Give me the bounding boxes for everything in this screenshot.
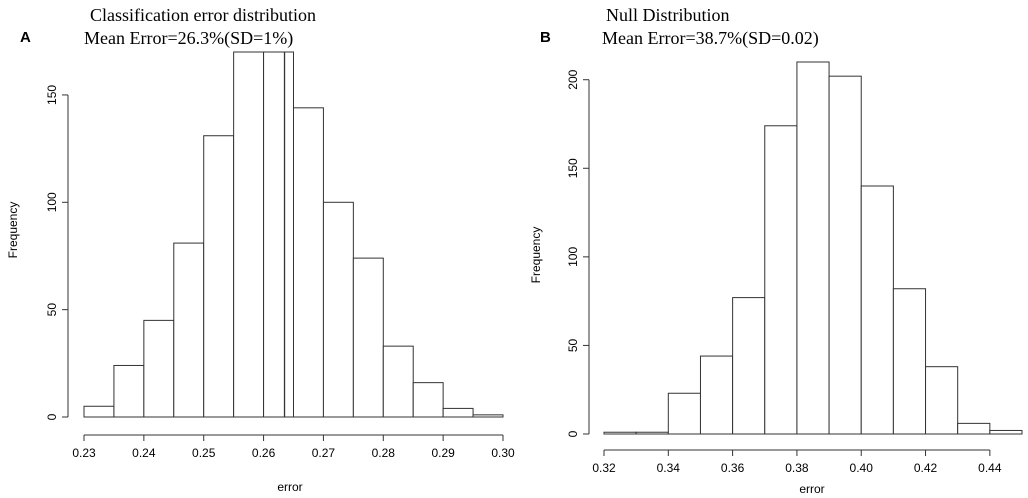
x-tick-label: 0.23 — [72, 446, 96, 460]
chart-b-title: Null Distribution — [606, 5, 730, 25]
y-tick-label: 0 — [566, 430, 580, 437]
chart-a-y-axis: 0 50 100 150 — [45, 85, 69, 420]
histogram-bar — [732, 297, 766, 435]
x-tick-label: 0.40 — [850, 461, 874, 475]
histogram-bar — [263, 51, 295, 418]
histogram-bar — [352, 257, 384, 418]
chart-a-ylabel: Frequency — [6, 202, 20, 259]
histogram-bar — [293, 107, 324, 418]
x-tick-label: 0.32 — [592, 461, 616, 475]
x-tick-label: 0.25 — [192, 446, 216, 460]
chart-a-x-axis: 0.23 0.24 0.25 0.26 0.27 0.28 0.29 0.30 — [72, 434, 515, 460]
panel-a: A Classification error distribution Mean… — [6, 5, 515, 494]
chart-b-subtitle: Mean Error=38.7%(SD=0.02) — [602, 28, 819, 49]
x-tick-label: 0.24 — [132, 446, 156, 460]
x-tick-label: 0.34 — [657, 461, 681, 475]
x-tick-label: 0.30 — [491, 446, 515, 460]
histogram-bar — [233, 51, 265, 418]
x-tick-label: 0.28 — [372, 446, 396, 460]
histogram-bar — [83, 405, 115, 418]
x-tick-label: 0.27 — [312, 446, 336, 460]
histogram-bar — [828, 75, 862, 435]
histogram-bar — [957, 422, 991, 435]
chart-a-xlabel: error — [277, 480, 302, 494]
chart-b-x-axis: 0.32 0.34 0.36 0.38 0.40 0.42 0.44 — [592, 449, 1002, 475]
histogram-bar — [472, 414, 504, 418]
histogram-bar — [113, 364, 145, 418]
y-tick-label: 50 — [566, 338, 580, 352]
chart-b-xlabel: error — [799, 482, 824, 496]
histogram-bar — [203, 135, 235, 418]
x-tick-label: 0.42 — [914, 461, 938, 475]
y-tick-label: 100 — [566, 247, 580, 267]
chart-a-title: Classification error distribution — [90, 5, 316, 25]
x-tick-label: 0.36 — [721, 461, 745, 475]
chart-b-y-axis: 0 50 100 150 200 — [566, 69, 590, 437]
chart-b-bars — [603, 61, 1023, 435]
x-tick-label: 0.29 — [431, 446, 455, 460]
histogram-bar — [989, 429, 1023, 435]
histogram-bar — [925, 366, 959, 435]
chart-a-bars — [83, 51, 504, 418]
y-tick-label: 100 — [45, 192, 59, 212]
histogram-bar — [667, 392, 701, 435]
histogram-bar — [382, 345, 414, 418]
histogram-bar — [635, 431, 669, 435]
y-tick-label: 50 — [45, 303, 59, 317]
y-tick-label: 0 — [45, 413, 59, 420]
histogram-bar — [322, 201, 354, 418]
histogram-bar — [860, 185, 894, 435]
y-tick-label: 200 — [566, 69, 580, 89]
x-tick-label: 0.44 — [978, 461, 1002, 475]
panel-label-a: A — [20, 29, 31, 46]
x-tick-label: 0.38 — [785, 461, 809, 475]
histogram-bar — [764, 125, 798, 435]
y-tick-label: 150 — [566, 158, 580, 178]
histogram-bar — [796, 61, 830, 435]
histogram-bar — [412, 382, 444, 418]
panel-label-b: B — [540, 29, 551, 46]
x-tick-label: 0.26 — [252, 446, 276, 460]
panel-b: B Null Distribution Mean Error=38.7%(SD=… — [529, 5, 1023, 496]
chart-a-subtitle: Mean Error=26.3%(SD=1%) — [84, 28, 293, 49]
histogram-bar — [892, 288, 927, 435]
histogram-bar — [603, 431, 637, 435]
y-tick-label: 150 — [45, 85, 59, 105]
histogram-bar — [143, 319, 175, 418]
chart-b-ylabel: Frequency — [529, 227, 543, 284]
histogram-bar — [699, 355, 734, 435]
histogram-bar — [173, 242, 205, 418]
histogram-bar — [442, 407, 474, 418]
